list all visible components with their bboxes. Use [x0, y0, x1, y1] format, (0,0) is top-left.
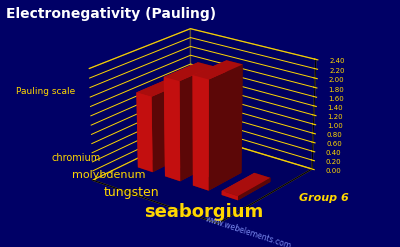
- Text: molybdenum: molybdenum: [72, 170, 146, 180]
- Text: Electronegativity (Pauling): Electronegativity (Pauling): [6, 7, 216, 21]
- Text: seaborgium: seaborgium: [144, 204, 263, 221]
- Text: chromium: chromium: [52, 153, 101, 163]
- Text: Pauling scale: Pauling scale: [16, 87, 75, 96]
- Text: tungsten: tungsten: [104, 186, 160, 199]
- Text: www.webelements.com: www.webelements.com: [204, 214, 292, 247]
- Text: Group 6: Group 6: [299, 193, 349, 203]
